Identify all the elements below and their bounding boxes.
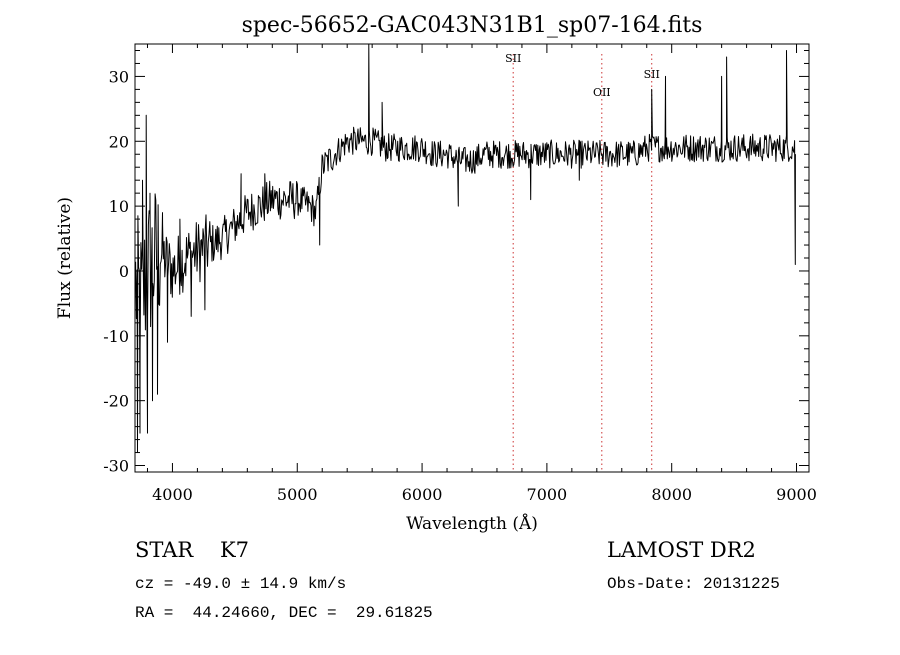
x-tick-label-8000: 8000 [651, 485, 692, 504]
x-tick-label-9000: 9000 [776, 485, 817, 504]
x-tick-label-7000: 7000 [527, 485, 568, 504]
velocity-text: cz = -49.0 ± 14.9 km/s [135, 575, 347, 593]
spectrum-series [135, 43, 796, 453]
line-label-0: SII [505, 52, 521, 65]
plot-frame [134, 43, 810, 473]
emission-lines: SII OII SII [505, 52, 660, 472]
y-tick-label--10: -10 [103, 327, 129, 346]
object-subclass: K7 [219, 538, 249, 562]
coordinates-text: RA = 44.24660, DEC = 29.61825 [135, 604, 433, 622]
x-tick-label-4000: 4000 [152, 485, 193, 504]
y-axis-ticks: -30 -20 -10 0 10 20 30 [103, 49, 809, 476]
y-tick-label-30: 30 [109, 67, 129, 86]
y-tick-label-0: 0 [119, 262, 129, 281]
y-tick-label-20: 20 [109, 132, 129, 151]
observation-date: Obs-Date: 20131225 [607, 575, 780, 593]
x-tick-label-5000: 5000 [277, 485, 318, 504]
line-label-1: OII [593, 86, 611, 99]
classification: STAR K7 [135, 538, 249, 562]
y-tick-label-10: 10 [109, 197, 129, 216]
y-tick-label--30: -30 [103, 457, 129, 476]
spectrum-line [135, 43, 796, 453]
y-axis-label: Flux (relative) [55, 197, 75, 319]
x-axis-ticks: 4000 5000 6000 7000 8000 9000 [146, 44, 817, 504]
x-axis-label: Wavelength (Å) [406, 513, 538, 534]
object-class: STAR [135, 538, 194, 562]
line-label-2: SII [644, 68, 660, 81]
y-tick-label--20: -20 [103, 392, 129, 411]
x-tick-label-6000: 6000 [402, 485, 443, 504]
chart-title: spec-56652-GAC043N31B1_sp07-164.fits [242, 13, 703, 38]
survey-name: LAMOST DR2 [607, 538, 756, 562]
